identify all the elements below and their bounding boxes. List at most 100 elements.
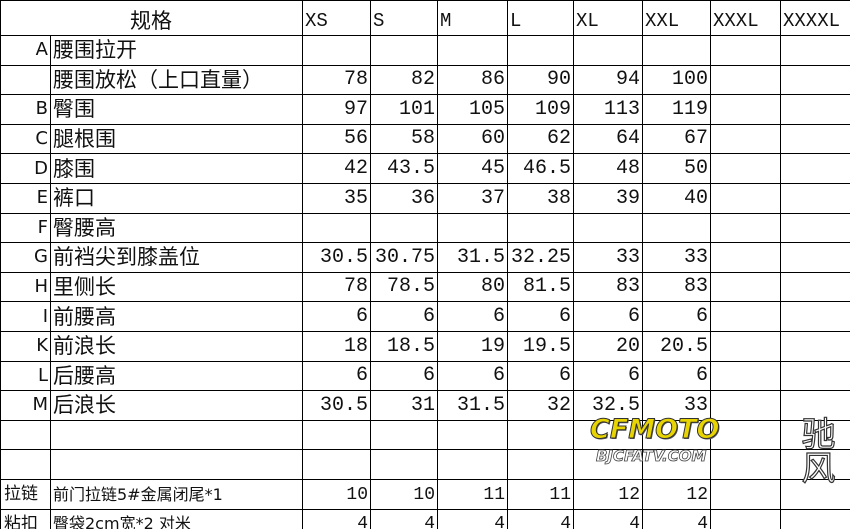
measurement-cell: 6 <box>302 301 371 332</box>
measurement-cell <box>710 182 781 214</box>
measurement-cell: 4 <box>507 508 574 529</box>
size-header-l: L <box>507 0 574 36</box>
measurement-cell <box>780 271 850 303</box>
measurement-cell: 32 <box>507 390 574 421</box>
measurement-cell <box>507 449 574 480</box>
row-code: 拉链 <box>0 478 51 510</box>
measurement-cell <box>302 419 371 451</box>
row-name: 臀袋2cm宽*2 对米 <box>50 508 303 529</box>
row-code <box>0 64 51 96</box>
row-code: C <box>0 123 51 155</box>
table-row: I 前腰高 6 6 6 6 6 6 <box>0 301 850 332</box>
measurement-cell: 32.25 <box>507 242 574 273</box>
measurement-cell <box>710 35 781 66</box>
measurement-cell <box>780 64 850 96</box>
row-name: 里侧长 <box>50 271 303 303</box>
measurement-cell: 6 <box>370 360 438 392</box>
measurement-cell: 20.5 <box>642 330 711 362</box>
row-name: 腿根围 <box>50 123 303 155</box>
size-header-xxxl: XXXL <box>710 0 781 36</box>
measurement-cell <box>780 35 850 66</box>
measurement-cell: 46.5 <box>507 153 574 184</box>
measurement-cell: 78.5 <box>370 271 438 303</box>
measurement-cell <box>710 419 781 451</box>
measurement-cell <box>780 242 850 273</box>
measurement-cell <box>780 301 850 332</box>
measurement-cell: 105 <box>437 94 508 125</box>
measurement-cell <box>710 360 781 392</box>
measurement-cell: 10 <box>302 478 371 510</box>
size-header-m: M <box>437 0 508 36</box>
row-code: H <box>0 271 51 303</box>
measurement-cell <box>780 94 850 125</box>
measurement-cell <box>710 449 781 480</box>
measurement-cell <box>302 212 371 244</box>
measurement-cell: 43.5 <box>370 153 438 184</box>
row-code: G <box>0 242 51 273</box>
row-name: 臀腰高 <box>50 212 303 244</box>
measurement-cell <box>507 419 574 451</box>
table-row: F 臀腰高 <box>0 212 850 244</box>
row-name: 后浪长 <box>50 390 303 421</box>
measurement-cell: 97 <box>302 94 371 125</box>
measurement-cell: 31 <box>370 390 438 421</box>
measurement-cell <box>642 419 711 451</box>
row-code <box>0 449 51 480</box>
table-row: C 腿根围 56 58 60 62 64 67 <box>0 123 850 155</box>
measurement-cell <box>780 419 850 451</box>
measurement-cell: 48 <box>573 153 643 184</box>
table-row: G 前裆尖到膝盖位 30.5 30.75 31.5 32.25 33 33 <box>0 242 850 273</box>
measurement-cell: 4 <box>302 508 371 529</box>
measurement-cell <box>710 242 781 273</box>
row-name: 膝围 <box>50 153 303 184</box>
measurement-cell: 6 <box>642 360 711 392</box>
measurement-cell <box>710 212 781 244</box>
measurement-cell: 33 <box>642 390 711 421</box>
measurement-cell: 6 <box>642 301 711 332</box>
row-name: 后腰高 <box>50 360 303 392</box>
measurement-cell: 60 <box>437 123 508 155</box>
measurement-cell <box>642 212 711 244</box>
row-code: I <box>0 301 51 332</box>
row-code <box>0 419 51 451</box>
row-name <box>50 449 303 480</box>
table-row: 拉链 前门拉链5#金属闭尾*1 10 10 11 11 12 12 <box>0 478 850 510</box>
measurement-cell: 113 <box>573 94 643 125</box>
measurement-cell: 83 <box>642 271 711 303</box>
size-header-xxxxl: XXXXL <box>780 0 850 36</box>
measurement-cell: 6 <box>437 360 508 392</box>
row-name <box>50 419 303 451</box>
measurement-cell: 94 <box>573 64 643 96</box>
measurement-cell <box>780 390 850 421</box>
row-code: 粘扣 <box>0 508 51 529</box>
measurement-cell <box>780 212 850 244</box>
measurement-cell <box>710 390 781 421</box>
row-code: D <box>0 153 51 184</box>
measurement-cell: 18 <box>302 330 371 362</box>
measurement-cell: 42 <box>302 153 371 184</box>
measurement-cell <box>507 35 574 66</box>
measurement-cell: 6 <box>573 301 643 332</box>
measurement-cell <box>437 419 508 451</box>
measurement-cell: 11 <box>507 478 574 510</box>
measurement-cell: 11 <box>437 478 508 510</box>
table-row: A 腰围拉开 <box>0 35 850 66</box>
measurement-cell <box>780 153 850 184</box>
table-row: M 后浪长 30.5 31 31.5 32 32.5 33 <box>0 390 850 421</box>
measurement-cell <box>642 449 711 480</box>
measurement-cell: 6 <box>302 360 371 392</box>
row-name: 前浪长 <box>50 330 303 362</box>
row-name: 前腰高 <box>50 301 303 332</box>
measurement-cell: 100 <box>642 64 711 96</box>
table-row: B 臀围 97 101 105 109 113 119 <box>0 94 850 125</box>
row-code: A <box>0 35 51 66</box>
measurement-cell: 32.5 <box>573 390 643 421</box>
measurement-cell: 45 <box>437 153 508 184</box>
measurement-cell <box>573 449 643 480</box>
measurement-cell <box>370 35 438 66</box>
measurement-cell: 109 <box>507 94 574 125</box>
measurement-cell <box>642 35 711 66</box>
row-name: 腰围拉开 <box>50 35 303 66</box>
measurement-cell: 62 <box>507 123 574 155</box>
